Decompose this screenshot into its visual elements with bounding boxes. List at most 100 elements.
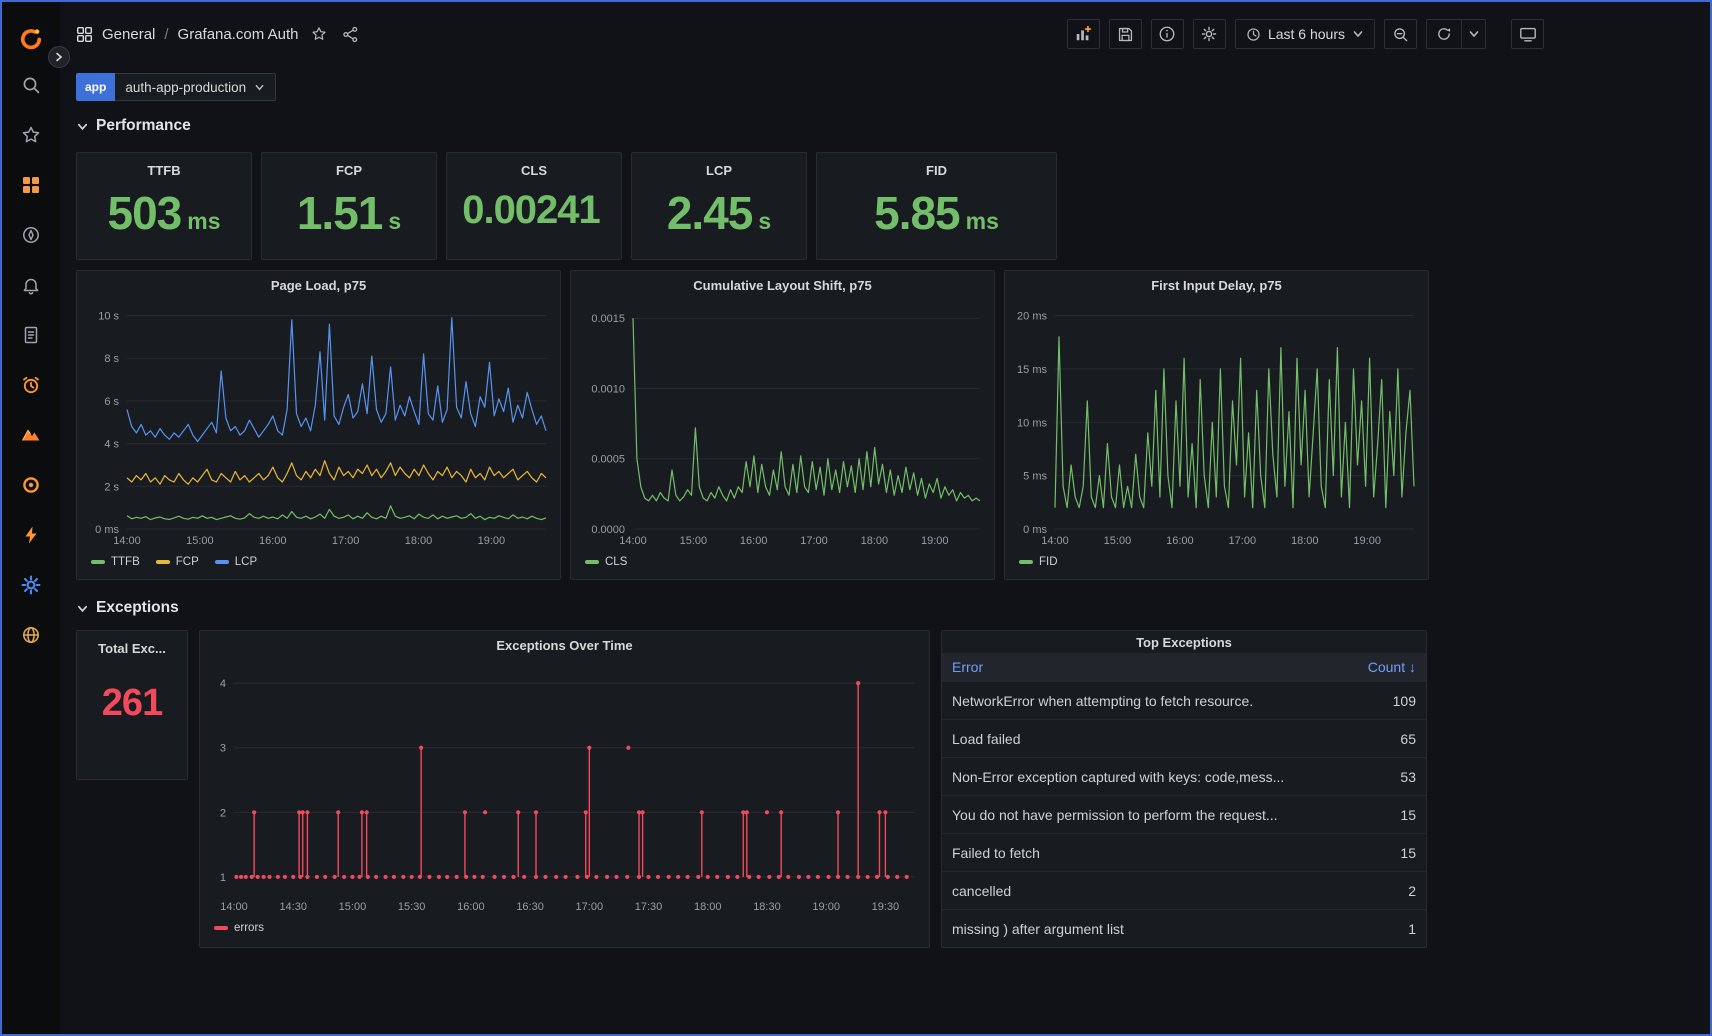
cls-chart[interactable]: 0.0000 0.0005 0.0010 0.0015 14:00 15:00 16:00 1… xyxy=(575,299,990,549)
chevron-down-icon xyxy=(1469,31,1478,38)
sidebar xyxy=(2,2,60,1034)
svg-text:17:00: 17:00 xyxy=(332,535,360,547)
stat-panel-fcp: FCP 1.51 s xyxy=(261,152,437,260)
svg-text:14:00: 14:00 xyxy=(113,535,141,547)
favorite-star-icon[interactable] xyxy=(311,26,327,42)
panel-title[interactable]: Cumulative Layout Shift, p75 xyxy=(693,277,872,293)
svg-text:15:00: 15:00 xyxy=(680,535,708,547)
error-cell: Load failed xyxy=(952,730,1021,747)
panel-title[interactable]: Page Load, p75 xyxy=(270,277,367,293)
section-exceptions[interactable]: Exceptions xyxy=(76,594,1694,622)
alarm-clock-icon[interactable] xyxy=(2,360,60,410)
legend-item-LCP[interactable]: LCP xyxy=(214,556,258,568)
search-icon[interactable] xyxy=(2,60,60,110)
fid-chart[interactable]: 0 ms 5 ms 10 ms 15 ms 20 ms 14:00 15:00 16:00 17… xyxy=(1009,299,1424,549)
stat-unit: s xyxy=(388,208,402,234)
lightning-bolt-icon[interactable] xyxy=(2,510,60,560)
legend-swatch xyxy=(214,926,228,930)
svg-text:0.0015: 0.0015 xyxy=(591,313,625,325)
star-icon[interactable] xyxy=(2,110,60,160)
error-cell: cancelled xyxy=(952,882,1012,899)
document-icon[interactable] xyxy=(2,310,60,360)
stats-row: TTFB 503 ms FCP 1.51 s CLS 0.00241 LCP 2.4… xyxy=(76,152,1429,260)
legend-label: LCP xyxy=(234,556,258,568)
svg-text:18:00: 18:00 xyxy=(694,901,722,913)
svg-text:16:00: 16:00 xyxy=(740,535,768,547)
dashboard-title: Grafana.com Auth xyxy=(177,25,299,43)
refresh-interval-dropdown[interactable] xyxy=(1461,20,1485,48)
sidebar-expand-button[interactable] xyxy=(48,46,70,68)
svg-text:0.0005: 0.0005 xyxy=(591,454,625,466)
target-ring-icon[interactable] xyxy=(2,460,60,510)
stat-panel-fid: FID 5.85 ms xyxy=(816,152,1057,260)
page-load-chart[interactable]: 0 ms 2 s 4 s 6 s 8 s 10 s 14:00 15:00 16:00 17:00… xyxy=(81,299,556,549)
time-range-picker[interactable]: Last 6 hours xyxy=(1234,19,1375,49)
dashboard-insights-button[interactable] xyxy=(1150,19,1184,49)
error-cell: missing ) after argument list xyxy=(952,920,1124,937)
panel-title[interactable]: TTFB xyxy=(147,163,181,178)
dashboards-grid-icon[interactable] xyxy=(2,160,60,210)
globe-icon[interactable] xyxy=(2,610,60,660)
legend-swatch xyxy=(155,560,170,564)
stat-unit: ms xyxy=(187,208,221,234)
stat-value: 503 xyxy=(107,187,183,239)
mountain-app-icon[interactable] xyxy=(2,410,60,460)
alerting-bell-icon[interactable] xyxy=(2,260,60,310)
svg-text:18:30: 18:30 xyxy=(753,901,781,913)
svg-text:14:30: 14:30 xyxy=(279,901,307,913)
legend-item-FID[interactable]: FID xyxy=(1019,556,1058,568)
breadcrumb-section[interactable]: General xyxy=(102,25,156,43)
grafana-logo[interactable] xyxy=(2,18,60,60)
refresh-button[interactable] xyxy=(1427,20,1461,48)
panel-title[interactable]: Exceptions Over Time xyxy=(496,637,633,653)
table-row: Non-Error exception captured with keys: … xyxy=(942,757,1426,795)
panel-title[interactable]: LCP xyxy=(706,163,732,178)
panel-title[interactable]: FID xyxy=(926,163,947,178)
add-panel-button[interactable] xyxy=(1066,19,1100,49)
legend-item-FCP[interactable]: FCP xyxy=(155,556,199,568)
svg-text:0.0010: 0.0010 xyxy=(591,383,625,395)
stat-value: 5.85 xyxy=(874,187,961,239)
section-title: Exceptions xyxy=(96,599,179,616)
kiosk-tv-button[interactable] xyxy=(1511,19,1544,49)
save-dashboard-button[interactable] xyxy=(1108,19,1142,49)
table-row: NetworkError when attempting to fetch re… xyxy=(942,681,1426,719)
column-header-count[interactable]: Count ↓ xyxy=(1367,659,1416,675)
chevron-down-icon xyxy=(255,84,264,90)
legend-item-CLS[interactable]: CLS xyxy=(585,556,627,568)
panel-title[interactable]: Top Exceptions xyxy=(1136,634,1232,650)
panel-title[interactable]: First Input Delay, p75 xyxy=(1151,277,1282,293)
section-performance[interactable]: Performance xyxy=(76,112,1694,140)
chart-legend: errors xyxy=(200,915,929,939)
time-range-label: Last 6 hours xyxy=(1267,26,1345,42)
legend-item-TTFB[interactable]: TTFB xyxy=(91,556,140,568)
explore-compass-icon[interactable] xyxy=(2,210,60,260)
section-collapse-icon xyxy=(77,605,88,612)
svg-text:1: 1 xyxy=(220,872,226,884)
blue-gear-icon[interactable] xyxy=(2,560,60,610)
legend-label: errors xyxy=(234,922,265,934)
svg-text:0.0000: 0.0000 xyxy=(591,524,625,536)
breadcrumb: General / Grafana.com Auth xyxy=(76,26,359,43)
svg-text:6 s: 6 s xyxy=(104,396,119,408)
svg-text:17:00: 17:00 xyxy=(800,535,828,547)
dashboard-settings-button[interactable] xyxy=(1192,19,1226,49)
share-icon[interactable] xyxy=(342,26,359,43)
stat-value: 1.51 xyxy=(296,187,384,239)
panel-page-load: Page Load, p75 0 ms 2 s 4 s 6 s 8 s 10 s 14:00… xyxy=(76,270,561,580)
dashboard-content: app auth-app-production Performance TTFB… xyxy=(60,72,1710,948)
exceptions-chart[interactable]: 1 2 3 4 14:00 14:30 15:00 15:30 16:00 16:30 17:00 1… xyxy=(204,659,925,915)
panel-title[interactable]: Total Exc... xyxy=(98,641,166,656)
panel-title[interactable]: FCP xyxy=(336,163,362,178)
table-row: cancelled 2 xyxy=(942,871,1426,909)
legend-item-errors[interactable]: errors xyxy=(214,922,264,934)
column-header-error[interactable]: Error xyxy=(952,659,984,675)
variable-value-dropdown[interactable]: auth-app-production xyxy=(115,73,277,101)
panel-title[interactable]: CLS xyxy=(521,163,547,178)
breadcrumb-separator: / xyxy=(164,25,169,43)
stat-value: 2.45 xyxy=(666,187,754,239)
refresh-button-group xyxy=(1426,19,1486,49)
svg-text:16:00: 16:00 xyxy=(259,535,287,547)
svg-text:15:30: 15:30 xyxy=(398,901,426,913)
zoom-out-button[interactable] xyxy=(1384,19,1417,49)
